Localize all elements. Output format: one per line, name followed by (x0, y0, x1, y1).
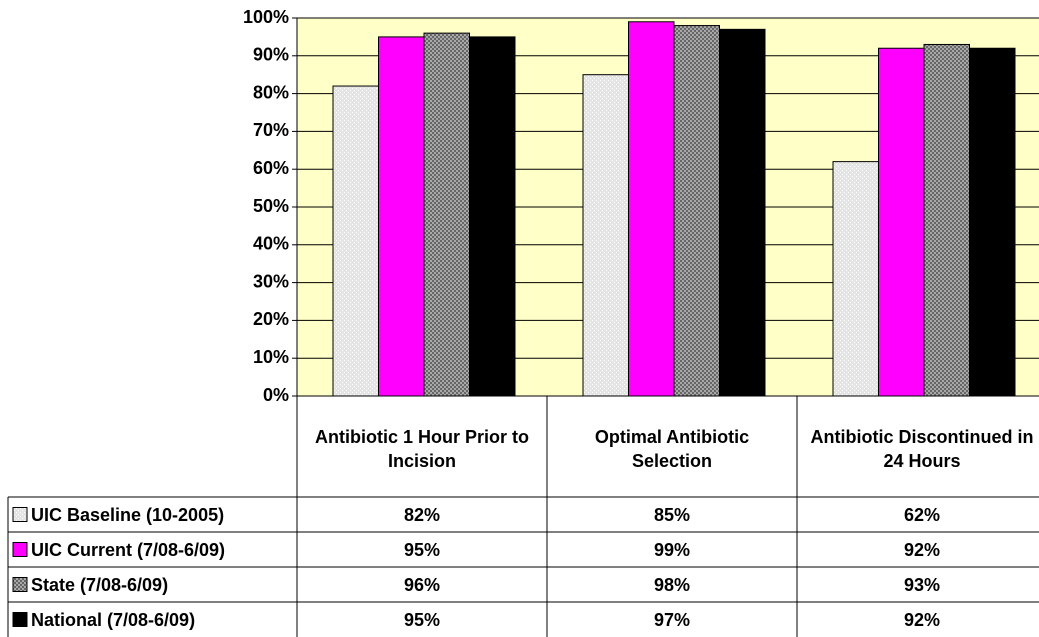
category-label: Antibiotic 1 Hour Prior to Incision (315, 426, 529, 471)
bar (582, 74, 629, 397)
data-label: 98% (653, 574, 691, 595)
y-tick-label: 80% (253, 82, 289, 102)
bar (969, 47, 1016, 397)
bar (878, 47, 925, 397)
y-tick-label: 10% (253, 347, 289, 367)
data-label: 82% (403, 504, 441, 525)
y-tick-label: 70% (253, 120, 289, 140)
y-tick-label: 60% (253, 158, 289, 178)
bar (423, 32, 470, 397)
bar (469, 36, 516, 397)
bar (923, 43, 970, 397)
legend-label: UIC Baseline (10-2005) (31, 504, 225, 525)
legend-swatch (12, 507, 28, 522)
y-tick-label: 40% (253, 234, 289, 254)
bar (719, 28, 766, 397)
data-label: 85% (653, 504, 691, 525)
data-label: 97% (653, 609, 691, 630)
y-tick-label: 20% (253, 309, 289, 329)
data-label: 62% (903, 504, 941, 525)
data-label: 92% (903, 609, 941, 630)
bar (673, 25, 720, 397)
y-tick-label: 50% (253, 196, 289, 216)
bar (628, 21, 675, 397)
data-label: 99% (653, 539, 691, 560)
legend-label: UIC Current (7/08-6/09) (31, 539, 226, 560)
bar (832, 161, 879, 397)
category-label: Optimal Antibiotic Selection (594, 426, 750, 471)
data-label: 95% (403, 539, 441, 560)
legend-swatch (12, 577, 28, 592)
data-label: 93% (903, 574, 941, 595)
data-label: 96% (403, 574, 441, 595)
data-label: 92% (903, 539, 941, 560)
legend-swatch (12, 542, 28, 557)
bar (378, 36, 425, 397)
y-tick-label: 100% (243, 7, 289, 27)
legend-swatch (12, 612, 28, 627)
data-label: 95% (403, 609, 441, 630)
category-label: Antibiotic Discontinued in 24 Hours (810, 426, 1034, 471)
bar (332, 85, 379, 397)
y-tick-label: 0% (263, 385, 289, 405)
y-tick-label: 90% (253, 45, 289, 65)
legend-label: State (7/08-6/09) (31, 574, 169, 595)
y-tick-label: 30% (253, 271, 289, 291)
legend-label: National (7/08-6/09) (31, 609, 196, 630)
